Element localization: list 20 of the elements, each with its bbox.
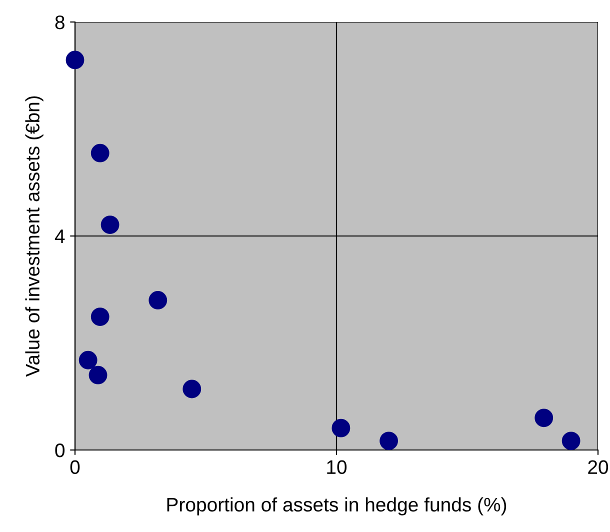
- point: [562, 432, 580, 450]
- x-tick-label: 20: [588, 460, 608, 474]
- point: [66, 50, 84, 70]
- point: [380, 432, 398, 450]
- y-tick-label: 4: [54, 230, 65, 244]
- x-tick-label: 10: [327, 460, 347, 474]
- point: [90, 308, 110, 326]
- y-tick-label: 8: [55, 15, 64, 30]
- point: [182, 380, 202, 398]
- x-tick-label: 0: [70, 460, 80, 474]
- point: [332, 418, 350, 438]
- point: [88, 366, 108, 384]
- point: [148, 291, 168, 310]
- y-tick-label: 0: [55, 443, 65, 458]
- point: [78, 350, 98, 370]
- x-axis-title: Proportion of assets in hedge funds (%): [167, 497, 506, 516]
- point: [100, 216, 120, 234]
- point: [90, 144, 110, 162]
- point: [534, 408, 554, 428]
- y-axis-title: Value of investment assets (€bn): [25, 96, 44, 377]
